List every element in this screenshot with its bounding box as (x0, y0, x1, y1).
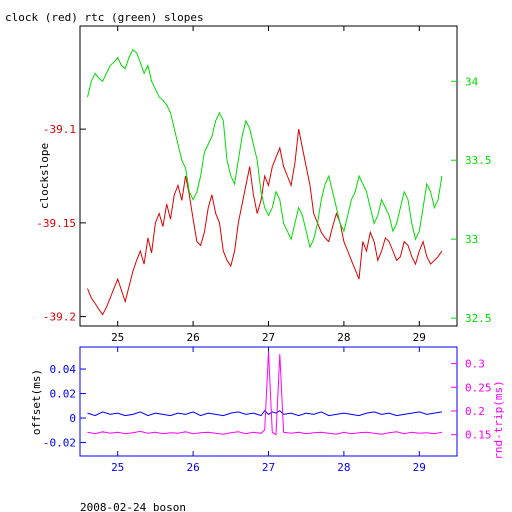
y2-tick-label: 32.5 (465, 312, 492, 325)
y2-tick-label: 0.25 (465, 381, 492, 394)
y-tick-label: 0.04 (50, 363, 77, 376)
offset-panel: 0.04 0.02 0 -0.02 0.3 0.25 0.2 0.15 25 26 27 28 29… (30, 346, 505, 474)
rndtrip-series-line (87, 351, 442, 436)
rndtrip-axis: 0.3 0.25 0.2 0.15 (451, 358, 492, 442)
slopes-right-axis: 34 33.5 33 32.5 (451, 75, 492, 325)
x-tick-label: 25 (111, 331, 124, 344)
rndtrip-axis-label: rnd-trip(ms) (492, 380, 505, 459)
x-tick-label: 25 (111, 461, 124, 474)
y-tick-label: -39.15 (36, 217, 76, 230)
y-tick-label: 0.02 (50, 388, 77, 401)
x-tick-label: 28 (337, 461, 350, 474)
offset-axis-label: offset(ms) (30, 369, 43, 435)
y2-tick-label: 0.3 (465, 358, 485, 371)
slopes-series (87, 48, 443, 316)
x-tick-label: 27 (262, 461, 275, 474)
offset-series (87, 351, 442, 436)
y2-tick-label: 34 (465, 75, 479, 88)
clockslope-axis: -39.1 -39.15 -39.2 (36, 123, 86, 324)
slopes-panel: -39.1 -39.15 -39.2 34 33.5 33 32.5 25 26 27 28 29… (36, 25, 492, 344)
x-tick-label: 26 (186, 461, 199, 474)
slopes-x-axis: 25 26 27 28 29 (111, 26, 426, 344)
clock-series-line (87, 129, 443, 316)
offset-series-line (87, 409, 442, 417)
y2-tick-label: 0.15 (465, 429, 492, 442)
y2-tick-label: 0.2 (465, 405, 485, 418)
y-tick-label: -39.2 (43, 311, 76, 324)
offset-axis: 0.04 0.02 0 -0.02 (43, 363, 86, 450)
x-tick-label: 29 (413, 331, 426, 344)
y2-tick-label: 33.5 (465, 154, 492, 167)
clockslope-axis-label: clockslope (38, 143, 51, 209)
x-tick-label: 29 (413, 461, 426, 474)
y-tick-label: 0 (69, 412, 76, 425)
y-tick-label: -39.1 (43, 123, 76, 136)
x-tick-label: 27 (262, 331, 275, 344)
footer-label: 2008-02-24 boson (80, 501, 186, 512)
y-tick-label: -0.02 (43, 437, 76, 450)
x-tick-label: 26 (186, 331, 199, 344)
offset-x-axis: 25 26 27 28 29 (111, 347, 426, 474)
y2-tick-label: 33 (465, 233, 478, 246)
x-tick-label: 28 (337, 331, 350, 344)
slopes-plot-frame (79, 25, 458, 327)
offset-plot-frame (79, 346, 458, 457)
rtc-series-line (87, 48, 443, 249)
chart-title: clock (red) rtc (green) slopes (5, 11, 204, 24)
